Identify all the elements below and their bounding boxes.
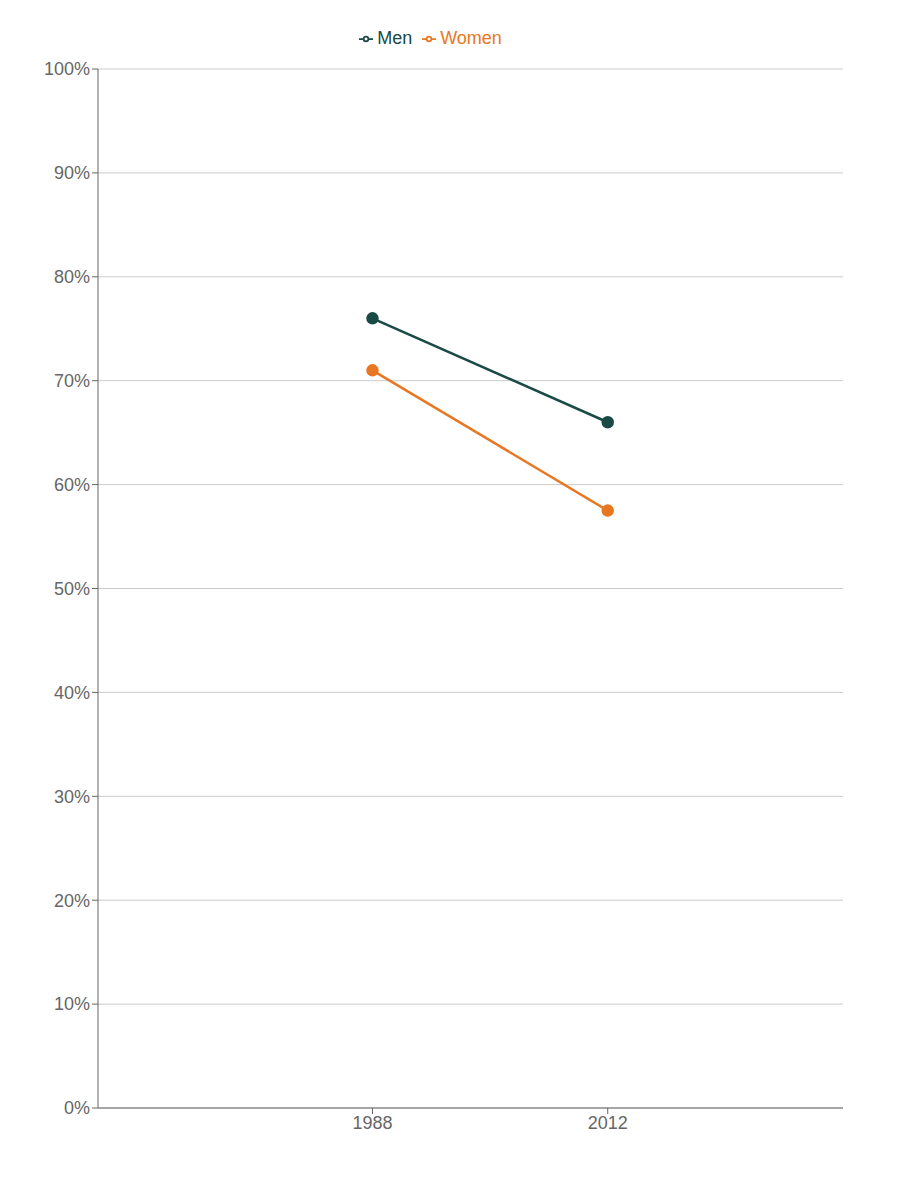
svg-text:1988: 1988	[352, 1113, 392, 1133]
html-text:Women: Women	[440, 28, 502, 48]
svg-text:70%: 70%	[54, 371, 90, 391]
svg-text:60%: 60%	[54, 475, 90, 495]
svg-text:20%: 20%	[54, 891, 90, 911]
svg-text:2012: 2012	[588, 1113, 628, 1133]
svg-text:80%: 80%	[54, 267, 90, 287]
svg-text:40%: 40%	[54, 683, 90, 703]
svg-text:0%: 0%	[64, 1098, 90, 1118]
svg-text:10%: 10%	[54, 994, 90, 1014]
svg-text:30%: 30%	[54, 787, 90, 807]
html-text:Men: Men	[377, 28, 413, 48]
svg-text:50%: 50%	[54, 579, 90, 599]
svg-text:90%: 90%	[54, 163, 90, 183]
svg-text:100%: 100%	[44, 59, 90, 79]
